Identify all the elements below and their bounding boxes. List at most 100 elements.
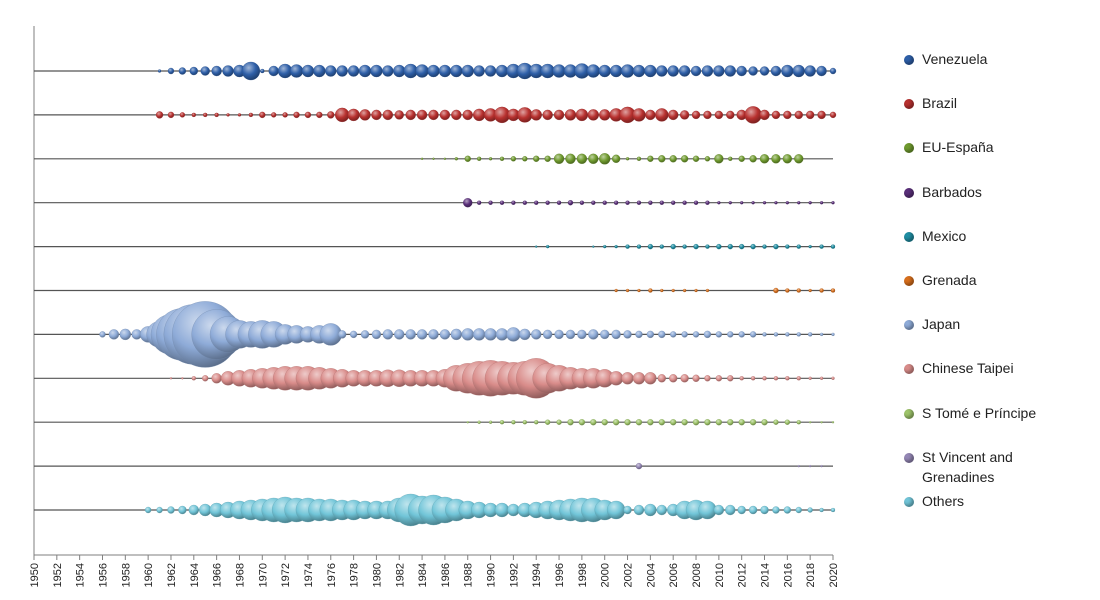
series-9 xyxy=(635,462,823,470)
bubble xyxy=(488,157,493,161)
bubble xyxy=(415,64,429,78)
bubble xyxy=(660,288,664,293)
bubble xyxy=(511,200,516,205)
bubble xyxy=(785,376,790,381)
bubble xyxy=(313,64,326,78)
bubble xyxy=(316,111,323,119)
bubble xyxy=(659,200,664,205)
legend-marker xyxy=(904,497,914,507)
bubble xyxy=(740,201,744,205)
bubble xyxy=(577,329,587,340)
bubble xyxy=(744,106,762,124)
legend-label: Others xyxy=(922,493,965,509)
bubble xyxy=(488,420,493,424)
bubble xyxy=(155,111,164,119)
bubble xyxy=(809,464,812,468)
bubble xyxy=(432,157,435,160)
bubble xyxy=(796,376,801,381)
bubble xyxy=(499,420,505,425)
bubble xyxy=(144,506,152,514)
legend-item: Barbados xyxy=(904,184,1082,202)
bubble xyxy=(405,109,416,121)
bubble xyxy=(588,329,599,340)
bubble xyxy=(293,111,300,119)
bubble xyxy=(808,244,812,249)
bubble xyxy=(416,109,428,121)
series-8 xyxy=(466,419,835,426)
bubble xyxy=(773,243,779,250)
x-tick-label: 2020 xyxy=(828,563,840,587)
bubble xyxy=(614,244,618,249)
bubble xyxy=(325,65,337,77)
bubble xyxy=(727,243,733,250)
bubble xyxy=(591,200,596,205)
bubble xyxy=(484,65,497,77)
bubble xyxy=(237,113,242,117)
bubble xyxy=(809,421,812,424)
bubble xyxy=(797,464,800,468)
bubble xyxy=(637,288,641,293)
bubble xyxy=(99,331,106,338)
bubble xyxy=(511,420,516,425)
bubble xyxy=(831,201,835,205)
bubble xyxy=(624,419,631,426)
bubble xyxy=(394,329,405,340)
bubble xyxy=(169,377,173,380)
bubble xyxy=(819,244,824,249)
x-tick-label: 1962 xyxy=(166,563,178,587)
bubble xyxy=(671,200,676,205)
bubble xyxy=(794,110,803,120)
bubble xyxy=(773,287,779,294)
bubble xyxy=(427,64,440,78)
x-tick-label: 2010 xyxy=(714,563,726,587)
bubble xyxy=(715,375,723,382)
bubble xyxy=(727,375,734,382)
bubble xyxy=(203,112,208,118)
bubble xyxy=(464,155,471,162)
bubble xyxy=(450,64,463,78)
bubble xyxy=(188,504,199,516)
x-tick-label: 2014 xyxy=(760,563,772,587)
bubble xyxy=(704,375,711,382)
bubble xyxy=(382,65,394,77)
bubble xyxy=(704,156,711,162)
x-tick-label: 2016 xyxy=(782,563,794,587)
bubble xyxy=(781,64,794,78)
bubble xyxy=(771,154,781,164)
bubble xyxy=(157,69,162,73)
bubble xyxy=(347,65,360,77)
legend-marker xyxy=(904,143,914,154)
bubble xyxy=(830,507,836,513)
bubble xyxy=(792,64,805,78)
x-tick-label: 1966 xyxy=(212,563,224,587)
bubble xyxy=(588,153,599,164)
series-7 xyxy=(169,358,835,399)
bubble xyxy=(727,419,734,426)
bubble xyxy=(189,66,198,76)
bubble xyxy=(191,112,196,118)
bubble xyxy=(694,288,698,293)
bubble xyxy=(750,243,756,250)
bubble xyxy=(808,376,812,380)
bubble xyxy=(636,244,642,249)
bubble xyxy=(749,155,757,163)
legend-marker xyxy=(904,187,914,198)
bubble xyxy=(636,200,642,205)
bubble xyxy=(670,331,677,338)
bubble xyxy=(656,65,668,77)
bubble xyxy=(495,64,509,78)
x-tick-label: 1970 xyxy=(257,563,269,587)
bubble xyxy=(820,421,823,424)
bubble xyxy=(506,327,521,342)
bubble xyxy=(726,110,735,120)
x-tick-label: 1974 xyxy=(303,563,315,587)
bubble xyxy=(477,156,482,161)
bubble xyxy=(534,420,539,425)
bubble xyxy=(701,65,714,77)
legend-marker xyxy=(904,231,914,242)
x-tick-label: 1992 xyxy=(508,563,520,587)
bubble xyxy=(762,244,767,249)
bubble xyxy=(748,505,758,515)
bubble xyxy=(770,65,782,77)
